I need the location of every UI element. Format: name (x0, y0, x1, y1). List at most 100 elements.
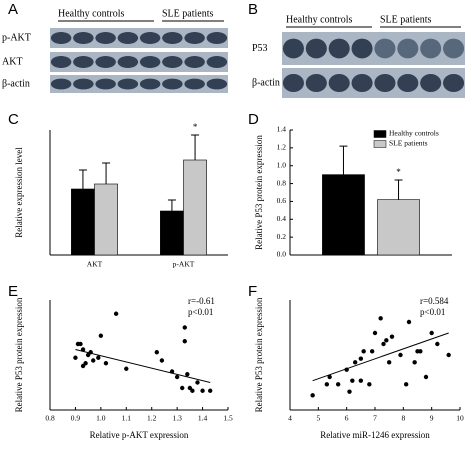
annotation: * (396, 167, 401, 177)
trendline (75, 349, 211, 383)
blot-band (184, 78, 205, 90)
point (159, 358, 165, 363)
blot-band (139, 56, 161, 68)
point (369, 349, 375, 354)
blot-band (50, 32, 72, 44)
y-tick-label: 1.2 (277, 143, 287, 152)
point (83, 361, 88, 366)
point (446, 352, 451, 358)
y-tick-label: 0.4 (277, 214, 287, 223)
panel-label: A (8, 1, 18, 18)
x-axis-label: Relative p-AKT expression (90, 430, 189, 440)
point (386, 360, 392, 365)
point (174, 374, 180, 380)
blot-band (139, 78, 161, 90)
point (180, 385, 185, 391)
x-tick-label: p-AKT (173, 260, 195, 269)
blot-band (50, 56, 72, 68)
annotation: * (193, 122, 198, 132)
point (324, 382, 330, 387)
point (381, 341, 386, 347)
x-tick-label: 1.0 (96, 414, 106, 423)
error-bar (339, 145, 348, 175)
x-tick-label: 0.9 (71, 414, 81, 423)
point (384, 338, 389, 343)
annotation: p<0.01 (188, 307, 213, 317)
error-bar (102, 162, 111, 184)
x-tick-label: 5 (316, 414, 320, 423)
point (200, 388, 205, 393)
bar (377, 199, 420, 256)
point (335, 382, 341, 387)
point (389, 334, 395, 339)
blot-row-label: p-AKT (2, 32, 31, 43)
blot-row-label: β-actin (2, 78, 30, 89)
point (208, 388, 213, 393)
blot-band (184, 32, 205, 44)
x-tick-label: 1.1 (122, 414, 132, 423)
x-tick-label: 1.3 (172, 414, 182, 423)
panel-label: C (8, 111, 19, 128)
blot-group-label: Healthy controls (286, 14, 352, 25)
blot-band (162, 78, 183, 90)
blot-band (162, 56, 183, 68)
point (435, 341, 440, 347)
y-axis-label: Relative expression level (14, 147, 24, 238)
blot-band (420, 74, 442, 92)
bar (160, 210, 184, 256)
blot-band (95, 78, 116, 90)
blot-band (73, 78, 94, 90)
legend-swatch (373, 140, 387, 148)
point (310, 393, 315, 398)
point (73, 355, 78, 360)
blot-band (443, 38, 465, 59)
blot-band (117, 32, 139, 44)
point (78, 341, 83, 347)
blot-band (351, 74, 373, 92)
blot-band (206, 32, 228, 44)
x-tick-label: 4 (288, 414, 292, 423)
point (185, 372, 190, 377)
trendline (312, 332, 449, 382)
panel-label: D (248, 111, 259, 128)
blot-band (206, 78, 228, 90)
blot-band (443, 74, 465, 92)
point (358, 378, 364, 383)
y-tick-label: 0.2 (277, 232, 287, 241)
legend-label: Healthy controls (389, 129, 439, 138)
bar (94, 183, 118, 256)
point (398, 352, 403, 358)
blot-band (139, 32, 161, 44)
point (113, 311, 119, 316)
blot-strip (50, 28, 228, 48)
point (406, 319, 412, 325)
x-tick-label: 10 (456, 414, 464, 423)
blot-band (117, 78, 139, 90)
x-tick-label: 6 (345, 414, 349, 423)
blot-band (351, 38, 373, 59)
blot-band (95, 32, 116, 44)
x-axis-label: Relative miR-1246 expression (320, 430, 430, 440)
blot-band (374, 38, 396, 59)
point (352, 360, 358, 365)
y-tick-label: 1.4 (277, 125, 287, 134)
point (182, 339, 187, 344)
annotation: r=0.584 (420, 296, 449, 306)
blot-group-label: SLE patients (162, 8, 213, 19)
panel-label: B (248, 1, 258, 18)
point (378, 316, 383, 321)
point (195, 380, 200, 385)
point (103, 361, 109, 366)
point (182, 325, 187, 330)
blot-band (305, 74, 327, 92)
bar (71, 188, 95, 256)
point (403, 382, 409, 387)
point (361, 349, 366, 354)
x-tick-label: 7 (373, 414, 377, 423)
blot-band (374, 74, 396, 92)
point (350, 378, 355, 383)
point (124, 366, 129, 371)
x-tick-label: AKT (87, 260, 103, 269)
blot-row-label: P53 (252, 43, 268, 54)
point (98, 333, 104, 338)
